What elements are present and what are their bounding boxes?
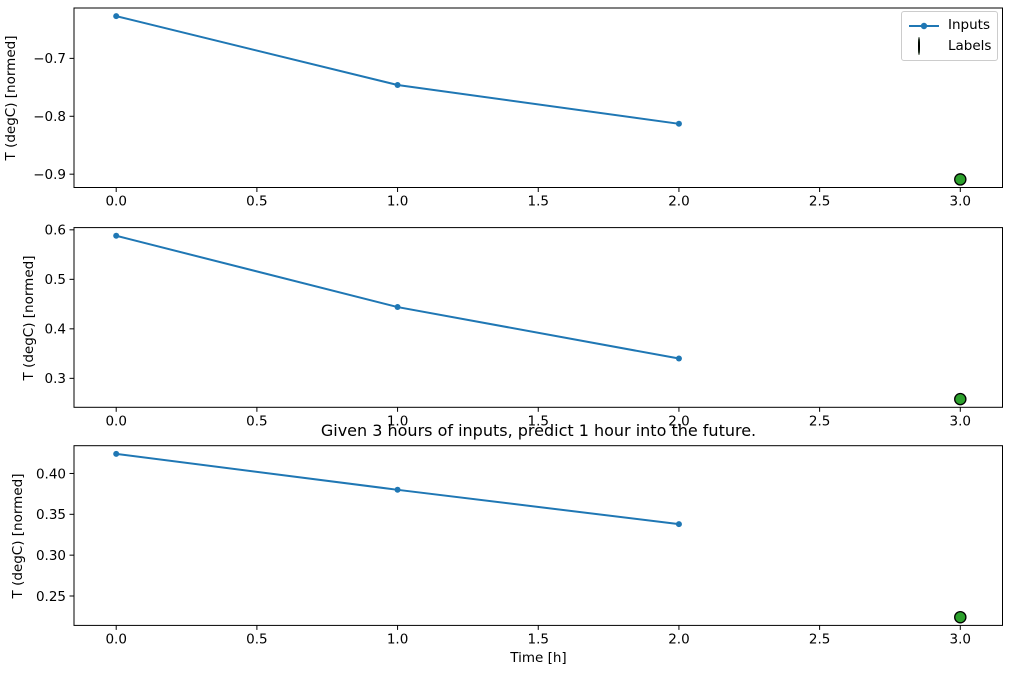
inputs-point (394, 304, 401, 311)
y-tick-label: −0.7 (33, 51, 66, 67)
legend-inputs-label: Inputs (948, 16, 990, 33)
labels-point (954, 173, 967, 186)
y-axis-label-middle: T (degC) [normed] (21, 255, 37, 380)
x-axis-label: Time [h] (510, 650, 567, 666)
inputs-point (675, 120, 682, 127)
x-tick-label: 2.5 (809, 194, 830, 210)
y-axis-label-top: T (degC) [normed] (3, 35, 19, 160)
labels-point (954, 610, 967, 624)
y-tick-label: 0.35 (36, 507, 66, 523)
inputs-line (115, 234, 680, 360)
x-tick-label: 1.0 (387, 194, 408, 210)
x-tick-label: 2.0 (668, 194, 689, 210)
y-tick-label: 0.3 (45, 371, 66, 387)
inputs-point (675, 521, 682, 528)
inputs-point (394, 486, 401, 493)
y-tick-label: 0.4 (45, 322, 66, 338)
x-tick-label: 0.0 (105, 194, 126, 210)
y-tick-label: −0.9 (33, 167, 66, 183)
y-tick-label: 0.25 (36, 589, 66, 605)
y-tick-label: 0.30 (36, 548, 66, 564)
x-tick-label: 0.0 (105, 413, 126, 429)
x-tick-label: 1.5 (528, 413, 549, 429)
legend-item-inputs: Inputs (909, 16, 991, 33)
x-tick-label: 2.5 (809, 631, 830, 647)
axes-border (73, 7, 1003, 188)
x-tick-label: 2.0 (668, 413, 689, 429)
legend-labels-label: Labels (948, 37, 992, 54)
x-tick-label: 0.5 (246, 631, 267, 647)
x-tick-label: 3.0 (950, 631, 971, 647)
x-tick-label: 0.5 (246, 413, 267, 429)
legend-item-labels: Labels (909, 36, 992, 55)
inputs-line (115, 15, 680, 125)
labels-point (954, 392, 967, 406)
x-tick-label: 0.5 (246, 194, 267, 210)
inputs-point (113, 232, 120, 239)
y-tick-label: −0.8 (33, 109, 66, 125)
x-tick-label: 2.0 (668, 631, 689, 647)
x-tick-label: 1.0 (387, 631, 408, 647)
x-tick-label: 1.0 (387, 413, 408, 429)
x-tick-label: 1.5 (528, 631, 549, 647)
x-tick-label: 3.0 (950, 413, 971, 429)
inputs-point (113, 13, 120, 20)
x-tick-label: 3.0 (950, 194, 971, 210)
y-tick-label: 0.40 (36, 466, 66, 482)
y-tick-label: 0.5 (45, 272, 66, 288)
inputs-point (675, 355, 682, 362)
y-tick-label: 0.6 (45, 223, 66, 239)
x-tick-label: 1.5 (528, 194, 549, 210)
x-tick-label: 0.0 (105, 631, 126, 647)
y-axis-label-bottom: T (degC) [normed] (10, 473, 26, 598)
inputs-point (394, 82, 401, 89)
legend: Inputs Labels (901, 11, 998, 61)
labels-marker-wrap (909, 36, 939, 55)
axes-border (73, 227, 1003, 408)
axes-border (73, 445, 1003, 626)
inputs-line-icon (909, 22, 939, 29)
x-tick-label: 2.5 (809, 413, 830, 429)
labels-dot-icon (918, 36, 920, 55)
inputs-point (113, 450, 120, 457)
chart-title: Given 3 hours of inputs, predict 1 hour … (320, 421, 757, 440)
